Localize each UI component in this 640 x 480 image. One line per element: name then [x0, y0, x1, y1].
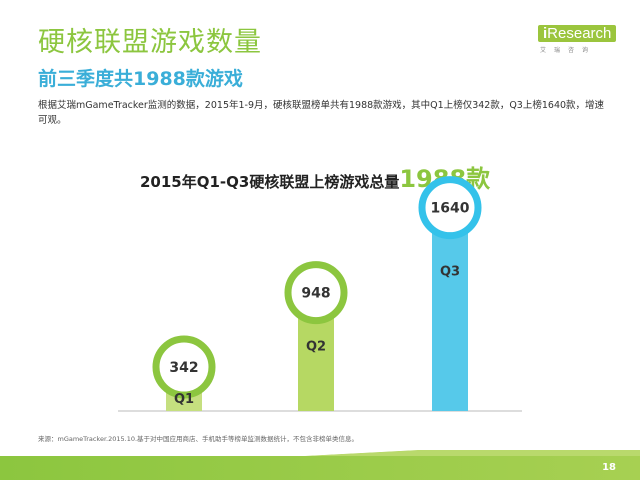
data-label-q1: 342 [169, 360, 198, 376]
data-label-q3: 1640 [431, 201, 470, 217]
footer-bar: 18 [0, 450, 640, 480]
value-ring-q2 [284, 261, 348, 325]
category-label-q3: Q3 [440, 265, 460, 280]
page-title: 硬核联盟游戏数量 [38, 27, 262, 58]
bar-q3 [432, 209, 468, 411]
description-text: 根据艾瑞mGameTracker监测的数据，2015年1-9月，硬核联盟榜单共有… [38, 100, 605, 126]
value-ring-q3 [418, 176, 482, 240]
source-note: 来源：mGameTracker.2015.10.基于对中国应用商店、手机助手等榜… [38, 435, 359, 443]
value-ring-q1 [152, 335, 216, 399]
category-label-q2: Q2 [306, 340, 326, 355]
logo-research: Research [547, 25, 612, 42]
page-number: 18 [602, 462, 616, 473]
category-label-q1: Q1 [174, 392, 194, 407]
iresearch-logo: iResearch 艾瑞咨询 [538, 22, 617, 56]
page-subtitle: 前三季度共1988款游戏 [38, 68, 243, 90]
logo-wordmark: iResearch [538, 25, 617, 42]
logo-i: i [543, 25, 548, 42]
logo-cn-text: 艾瑞咨询 [540, 47, 597, 54]
chart-title-text: 2015年Q1-Q3硬核联盟上榜游戏总量 [140, 173, 400, 191]
data-label-q2: 948 [301, 286, 330, 302]
